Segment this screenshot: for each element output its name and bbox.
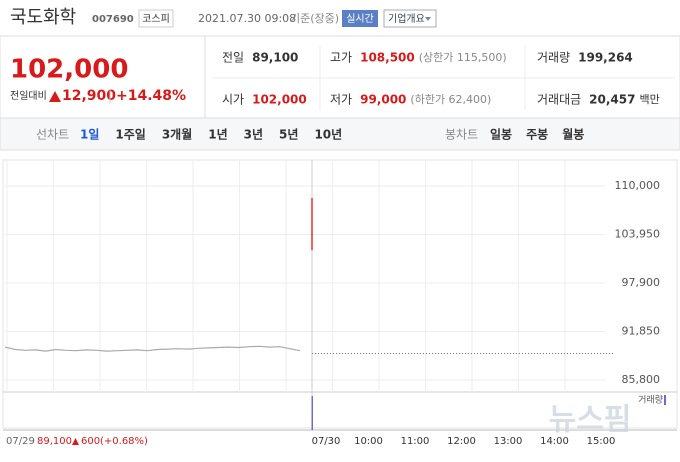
y-tick-label: 97,900 bbox=[622, 276, 661, 289]
stat-label: 거래대금 bbox=[537, 93, 581, 107]
stat-extra: (상한가 115,500) bbox=[419, 51, 507, 64]
stat-value: 99,000 bbox=[360, 93, 406, 107]
x-tick-label: 15:00 bbox=[587, 436, 616, 447]
realtime-badge[interactable] bbox=[342, 10, 378, 27]
stat-label: 전일 bbox=[222, 51, 244, 65]
overview-button[interactable] bbox=[383, 9, 437, 28]
candle-tab[interactable]: 주봉 bbox=[526, 128, 548, 142]
x-tick-label: 10:00 bbox=[354, 436, 383, 447]
period-tab[interactable]: 1주일 bbox=[115, 128, 145, 142]
current-price: 102,000 bbox=[10, 55, 128, 85]
dropdown-icon bbox=[425, 17, 431, 21]
tab-label: 봉차트 bbox=[445, 128, 478, 142]
stat-unit: 백만 bbox=[639, 93, 659, 106]
y-tick-label: 103,950 bbox=[615, 228, 661, 241]
stat-label: 고가 bbox=[330, 51, 352, 65]
change: 12,900 bbox=[62, 88, 116, 104]
chart-frame bbox=[2, 159, 678, 429]
period-tab[interactable]: 10년 bbox=[314, 128, 342, 142]
candle-tab[interactable]: 월봉 bbox=[562, 127, 584, 142]
market-badge bbox=[138, 9, 174, 28]
period-tab[interactable]: 3년 bbox=[244, 128, 263, 142]
stat-value: 199,264 bbox=[578, 51, 633, 65]
up-icon bbox=[49, 91, 61, 102]
watermark: 뉴스핌 bbox=[549, 403, 632, 438]
overview[interactable]: 기업개요 bbox=[388, 12, 425, 25]
tab-label: 선차트 bbox=[36, 128, 69, 142]
stat-extra: (하한가 62,400) bbox=[410, 92, 491, 106]
up-icon bbox=[72, 438, 79, 445]
period-tab[interactable]: 1일 bbox=[80, 128, 99, 142]
stat-label: 거래량 bbox=[537, 51, 570, 65]
datetime: 2021.07.30 09:08 bbox=[198, 12, 296, 25]
candle-tab[interactable]: 일봉 bbox=[490, 128, 512, 142]
prev-day-line bbox=[4, 345, 301, 352]
stat-label: 저가 bbox=[330, 93, 352, 107]
stat-value: 102,000 bbox=[252, 93, 307, 107]
stat-value: 89,100 bbox=[252, 51, 298, 65]
volume-bar bbox=[311, 396, 313, 430]
tab-bar bbox=[0, 117, 680, 151]
period-tab[interactable]: 1년 bbox=[208, 128, 227, 142]
y-tick-label: 91,850 bbox=[622, 325, 661, 338]
x-tick-label: 14:00 bbox=[540, 436, 569, 447]
stat-label: 시가 bbox=[222, 93, 244, 107]
period-tab[interactable]: 3개월 bbox=[162, 127, 192, 142]
y-tick-label: 110,000 bbox=[615, 179, 661, 192]
market: 코스피 bbox=[142, 13, 170, 25]
footer-date: 07/29 bbox=[6, 436, 35, 447]
x-tick-label: 13:00 bbox=[494, 436, 523, 447]
volume-legend bbox=[664, 395, 666, 405]
stat-value: 108,500 bbox=[360, 51, 415, 65]
x-tick-label: 11:00 bbox=[401, 436, 430, 447]
period-tab[interactable]: 5년 bbox=[279, 128, 298, 142]
basis: 기준(장중) bbox=[290, 12, 339, 25]
realtime[interactable]: 실시간 bbox=[346, 13, 374, 25]
change-label: 전일대비 bbox=[10, 90, 47, 102]
x-tick-label: 07/30 bbox=[312, 436, 341, 447]
x-tick-label: 12:00 bbox=[447, 436, 476, 447]
price-box bbox=[0, 35, 680, 119]
footer-close: 89,100 bbox=[37, 436, 72, 447]
footer-rate: (+0.68%) bbox=[100, 436, 148, 447]
rate: +14.48% bbox=[116, 88, 186, 104]
footer-change: 600 bbox=[81, 436, 100, 447]
stock-name: 국도화학 bbox=[10, 7, 76, 28]
stock-code: 007690 bbox=[92, 14, 134, 25]
stat-value: 20,457 bbox=[589, 93, 635, 107]
y-tick-label: 85,800 bbox=[622, 373, 661, 386]
volume-label: 거래량 bbox=[638, 394, 663, 406]
